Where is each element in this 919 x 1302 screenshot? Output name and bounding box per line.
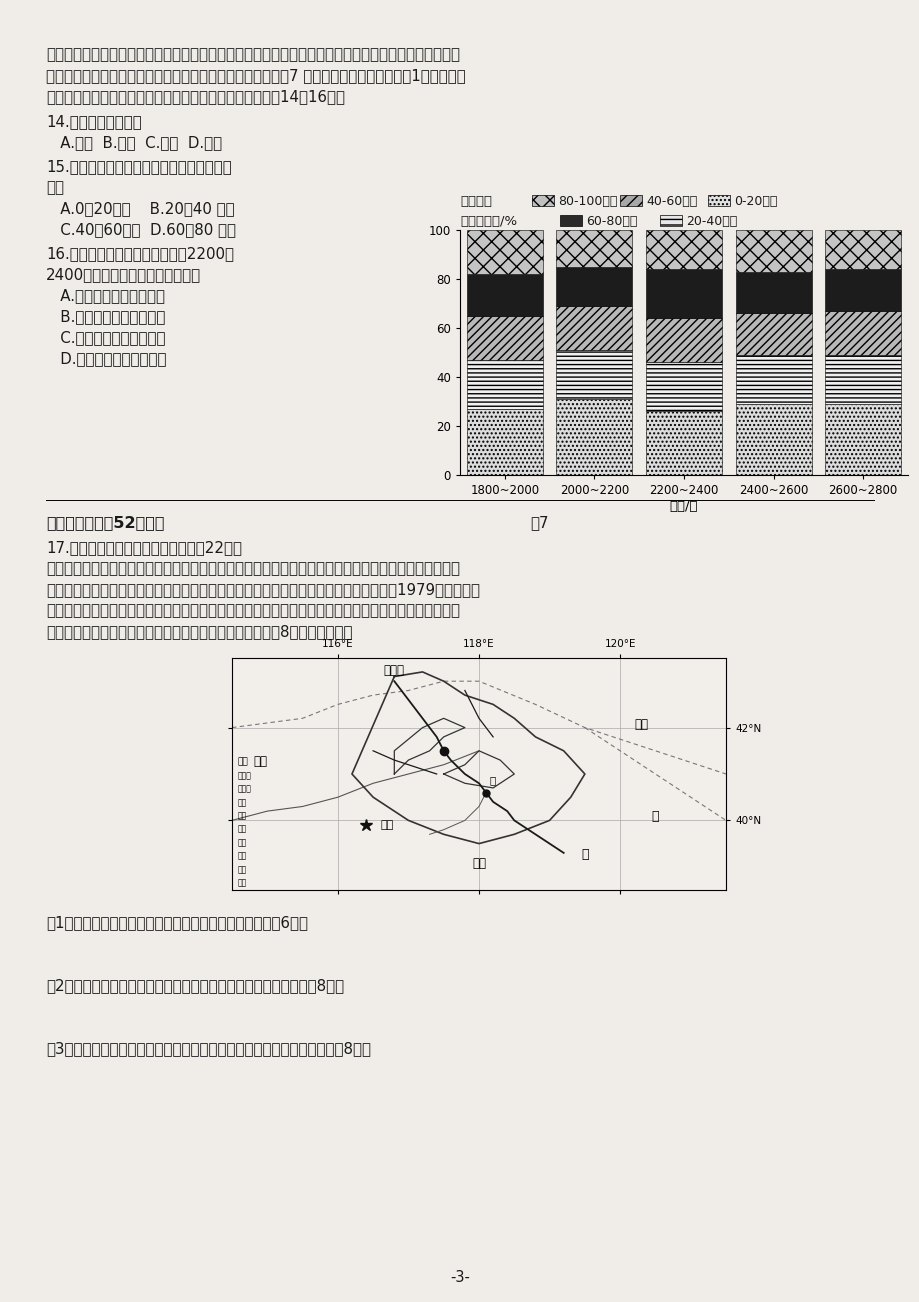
Text: 60-80厘米: 60-80厘米 [585,215,637,228]
Text: 湤: 湤 [651,810,658,823]
Text: 北京: 北京 [380,820,393,831]
Bar [645,362,721,411]
Text: 原、燕山山区，后经滦河平原注入湤海，是一条多沙河流，河口三角洲处河沙资源丰富。1979年以来，随: 原、燕山山区，后经滦河平原注入湤海，是一条多沙河流，河口三角洲处河沙资源丰富。1… [46,582,480,598]
Text: 碳密度占比/%: 碳密度占比/% [460,215,516,228]
Bar [466,275,542,316]
Text: 海: 海 [581,848,588,861]
Text: 内蒙古: 内蒙古 [383,664,404,677]
Bar [466,409,542,475]
Text: 引: 引 [490,775,495,785]
X-axis label: 海拘/米: 海拘/米 [669,500,698,513]
Bar [734,230,811,272]
Text: A.降水减少，生物分解慢: A.降水减少，生物分解慢 [46,288,165,303]
Text: 17.阅读图文材料，回答下列问题。（22分）: 17.阅读图文材料，回答下列问题。（22分） [46,540,242,555]
Bar [466,316,542,359]
Bar [556,306,631,350]
Text: C.40～60厘米  D.60～80 厘米: C.40～60厘米 D.60～80 厘米 [46,223,236,237]
Text: A.0～20厘米    B.20～40 厘米: A.0～20厘米 B.20～40 厘米 [46,201,234,216]
Text: 河北: 河北 [253,755,267,768]
Text: 16.土壤表层的有机碳密度占比在2200～: 16.土壤表层的有机碳密度占比在2200～ [46,246,233,260]
Text: D.降水增加，淤溨作用强: D.降水增加，淤溨作用强 [46,352,166,366]
Text: 沙是一种细小的石粒，是岩石经长期地质作用的产物。滦河发源于内蒙古巴彦图尔山，流经内蒙古高: 沙是一种细小的石粒，是岩石经长期地质作用的产物。滦河发源于内蒙古巴彦图尔山，流经… [46,561,460,575]
Text: 学地理兴趣小组选取了某山地北坡中段云杉林带进行研究，图7 表示该云杉林不同海拘梯度1米深度标准: 学地理兴趣小组选取了某山地北坡中段云杉林带进行研究，图7 表示该云杉林不同海拘梯… [46,68,465,83]
Bar [824,404,901,475]
FancyBboxPatch shape [560,215,582,227]
Bar [556,267,631,306]
FancyBboxPatch shape [531,195,553,206]
Text: （1）从外力作用角度，说明滦河下游河沙的形成过程。（6分）: （1）从外力作用角度，说明滦河下游河沙的形成过程。（6分） [46,915,308,930]
Text: 20-40厘米: 20-40厘米 [686,215,736,228]
FancyBboxPatch shape [659,215,681,227]
Bar [556,398,631,475]
Text: -3-: -3- [449,1269,470,1285]
Bar [466,230,542,275]
Text: 天津: 天津 [471,857,485,870]
Text: 土壤剂面各层土壤有机碳密度占全剂面的百分比。据此回筄14～16题。: 土壤剂面各层土壤有机碳密度占全剂面的百分比。据此回筄14～16题。 [46,89,345,104]
Text: （2）推测水利工程导致滦河下游河道侧向拓宽深度变浅的原因。（8分）: （2）推测水利工程导致滦河下游河道侧向拓宽深度变浅的原因。（8分） [46,978,344,993]
Text: 图7: 图7 [529,516,548,530]
Bar [645,411,721,475]
Text: 辽宁: 辽宁 [633,717,648,730]
Text: 2400米海拘梯度出现低値，原因是: 2400米海拘梯度出现低値，原因是 [46,267,201,283]
FancyBboxPatch shape [708,195,729,206]
Text: 土壤有机碳来自植物分泌物及残体的归还，其储量主要受气温、降水、人类活动等因素的影响。某大: 土壤有机碳来自植物分泌物及残体的归还，其储量主要受气温、降水、人类活动等因素的影… [46,47,460,62]
Text: B.气温降低，生物分解快: B.气温降低，生物分解快 [46,309,165,324]
Text: 着滦河流域城市化的发展及大型水库和引水工程的修建，下游的水量和输沙量产生了极大的变化，下游河: 着滦河流域城市化的发展及大型水库和引水工程的修建，下游的水量和输沙量产生了极大的… [46,603,460,618]
Bar [824,355,901,404]
Bar [734,314,811,355]
Bar [824,270,901,311]
Text: 二、综合题（內52分。）: 二、综合题（內52分。） [46,516,165,530]
FancyBboxPatch shape [619,195,641,206]
Bar [734,355,811,404]
Bar [734,404,811,475]
Text: 40-60厘米: 40-60厘米 [645,195,697,208]
Bar [734,272,811,314]
Text: （3）简述局部河口由淤淠型转化为侵蚀型对河口生态环境的不利影响。（8分）: （3）简述局部河口由淤淠型转化为侵蚀型对河口生态环境的不利影响。（8分） [46,1042,370,1056]
Bar [645,270,721,318]
Text: C.人口密集，人类干扰强: C.人口密集，人类干扰强 [46,329,165,345]
Text: 度是: 度是 [46,180,64,195]
Bar [556,350,631,398]
Bar [645,230,721,270]
Text: 0-20厘米: 0-20厘米 [733,195,777,208]
Bar [824,230,901,270]
Text: 土壤有机: 土壤有机 [460,195,492,208]
Text: 道侧向拓宽深度变浅，局部河口由淤淠型转变为侵蚀型。图8为滦河流域图。: 道侧向拓宽深度变浅，局部河口由淤淠型转变为侵蚀型。图8为滦河流域图。 [46,624,352,639]
Bar [645,318,721,362]
Text: 80-100厘米: 80-100厘米 [558,195,617,208]
Text: 15.各海拘梯度土壤有机碳集中分布的剂面深: 15.各海拘梯度土壤有机碳集中分布的剂面深 [46,159,232,174]
Bar [466,359,542,409]
Text: A.广东  B.海南  C.西藏  D.新疆: A.广东 B.海南 C.西藏 D.新疆 [46,135,221,150]
Bar [824,311,901,355]
Bar [556,230,631,267]
Text: 14.该山地所在地区是: 14.该山地所在地区是 [46,115,142,129]
